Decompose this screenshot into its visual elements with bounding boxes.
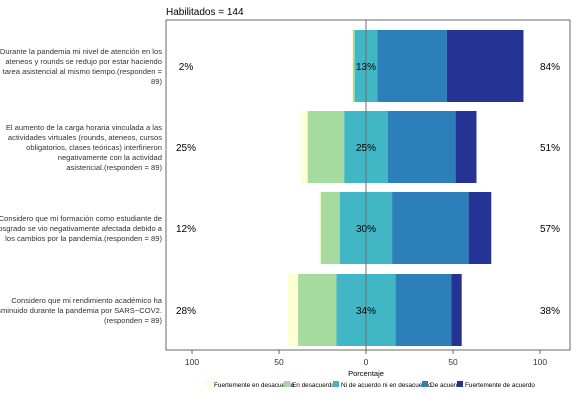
center-percent-label: 13% bbox=[356, 62, 376, 73]
bar-segment-2-5 bbox=[455, 111, 477, 183]
bar-segment-3-2 bbox=[320, 192, 340, 264]
chart-title: Habilitados = 144 bbox=[166, 7, 244, 18]
right-percent-label: 84% bbox=[540, 62, 560, 73]
legend-swatch bbox=[333, 381, 339, 387]
center-percent-label: 25% bbox=[356, 143, 376, 154]
legend-swatch bbox=[206, 381, 212, 387]
bar-segment-2-4 bbox=[387, 111, 456, 183]
category-label: Durante la pandemia mi nivel de atención… bbox=[0, 47, 163, 86]
x-tick-label: 50 bbox=[448, 357, 458, 367]
bar-segment-3-1 bbox=[319, 192, 321, 264]
right-percent-label: 51% bbox=[540, 143, 560, 154]
legend-swatch bbox=[457, 381, 463, 387]
bar-segment-1-1 bbox=[351, 30, 353, 102]
bar-segment-1-4 bbox=[377, 30, 447, 102]
left-percent-label: 2% bbox=[179, 62, 194, 73]
left-percent-label: 12% bbox=[176, 224, 196, 235]
x-tick-label: 0 bbox=[364, 357, 369, 367]
plot-area: 2% 13% 84% 25% 25% 51% 12% 30% 57% 28% 34% 38% Duran… bbox=[0, 19, 571, 367]
legend-label: Fuertemente en desacuerdo bbox=[214, 382, 295, 389]
category-label: El aumento de la carga horaria vinculada… bbox=[6, 123, 163, 172]
x-tick-label: 50 bbox=[274, 357, 284, 367]
center-percent-label: 30% bbox=[356, 224, 376, 235]
legend-label: En desacuerdo bbox=[292, 382, 335, 389]
bar-segment-4-5 bbox=[451, 274, 462, 346]
bar-segment-4-2 bbox=[298, 274, 337, 346]
bar-segment-2-2 bbox=[307, 111, 345, 183]
x-axis-label: Porcentaje bbox=[348, 369, 384, 378]
legend-label: De acuerdo bbox=[430, 382, 463, 389]
right-percent-label: 57% bbox=[540, 224, 560, 235]
x-tick-label: 100 bbox=[185, 357, 199, 367]
left-percent-label: 25% bbox=[176, 143, 196, 154]
right-percent-label: 38% bbox=[540, 306, 560, 317]
left-percent-label: 28% bbox=[176, 306, 196, 317]
x-tick-label: 100 bbox=[533, 357, 547, 367]
bar-segment-4-1 bbox=[287, 274, 299, 346]
category-label: Considero que mi formación como estudian… bbox=[0, 214, 163, 243]
plot-border bbox=[165, 19, 571, 351]
category-label: Considero que mi rendimiento académico h… bbox=[0, 296, 163, 325]
bar-segment-1-2 bbox=[352, 30, 355, 102]
bar-segment-3-4 bbox=[392, 192, 469, 264]
legend-swatch bbox=[284, 381, 290, 387]
bar-segment-2-1 bbox=[300, 111, 308, 183]
bar-segment-4-4 bbox=[395, 274, 452, 346]
center-percent-label: 34% bbox=[356, 306, 376, 317]
legend-label: Fuertemente de acuerdo bbox=[465, 382, 535, 389]
bar-segment-1-5 bbox=[446, 30, 524, 102]
legend-swatch bbox=[422, 381, 428, 387]
legend-label: Ni de acuerdo ni en desacuerdo bbox=[341, 382, 432, 389]
bar-segment-3-5 bbox=[468, 192, 492, 264]
